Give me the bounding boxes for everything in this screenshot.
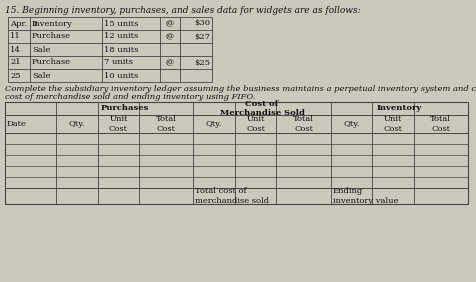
Text: 18 units: 18 units — [104, 45, 139, 54]
Text: Total
Cost: Total Cost — [156, 115, 177, 133]
Text: Qty.: Qty. — [69, 120, 85, 128]
Text: $25: $25 — [194, 58, 210, 67]
Text: Unit
Cost: Unit Cost — [109, 115, 128, 133]
Text: 7 units: 7 units — [104, 58, 133, 67]
Text: 21: 21 — [10, 58, 20, 67]
Text: 11: 11 — [10, 32, 21, 41]
Text: Total cost of
merchandise sold: Total cost of merchandise sold — [195, 187, 269, 205]
Bar — [5, 102, 468, 204]
Text: @: @ — [166, 58, 174, 67]
Text: Unit
Cost: Unit Cost — [246, 115, 265, 133]
Text: Purchase: Purchase — [32, 32, 71, 41]
Text: Cost of
Merchandise Sold: Cost of Merchandise Sold — [219, 100, 305, 117]
Text: Inventory: Inventory — [377, 105, 422, 113]
Text: @: @ — [166, 19, 174, 28]
Text: Total
Cost: Total Cost — [430, 115, 451, 133]
Text: Sale: Sale — [32, 72, 50, 80]
Text: Qty.: Qty. — [343, 120, 360, 128]
Text: Complete the subsidiary inventory ledger assuming the business maintains a perpe: Complete the subsidiary inventory ledger… — [5, 85, 476, 93]
Text: cost of merchandise sold and ending inventory using FIFO.: cost of merchandise sold and ending inve… — [5, 93, 256, 101]
Text: Date: Date — [7, 120, 27, 128]
Text: Purchase: Purchase — [32, 58, 71, 67]
Text: $30: $30 — [194, 19, 210, 28]
Text: 15 units: 15 units — [104, 19, 139, 28]
Text: @: @ — [166, 32, 174, 41]
Text: Unit
Cost: Unit Cost — [384, 115, 403, 133]
Text: Purchases: Purchases — [100, 105, 149, 113]
Text: 14: 14 — [10, 45, 21, 54]
Text: 12 units: 12 units — [104, 32, 138, 41]
Text: Sale: Sale — [32, 45, 50, 54]
Text: Qty.: Qty. — [206, 120, 222, 128]
Text: $27: $27 — [194, 32, 210, 41]
Text: 25: 25 — [10, 72, 20, 80]
Text: Apr.  3: Apr. 3 — [10, 19, 38, 28]
Text: Total
Cost: Total Cost — [293, 115, 314, 133]
Text: Ending
inventory value: Ending inventory value — [333, 187, 398, 205]
Text: 15. Beginning inventory, purchases, and sales data for widgets are as follows:: 15. Beginning inventory, purchases, and … — [5, 6, 361, 15]
Text: 10 units: 10 units — [104, 72, 138, 80]
Text: Inventory: Inventory — [32, 19, 73, 28]
